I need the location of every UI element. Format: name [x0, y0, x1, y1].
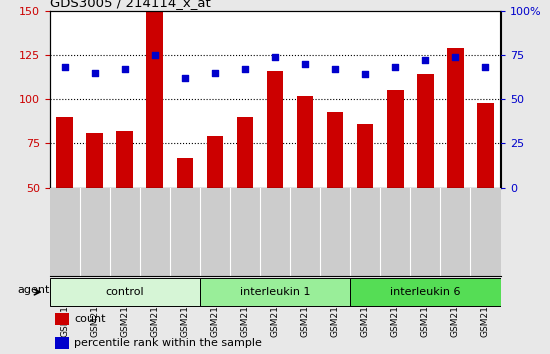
Point — [150, 52, 159, 58]
Bar — [477, 103, 494, 188]
Bar — [146, 11, 163, 188]
Bar — [56, 117, 73, 188]
Text: count: count — [74, 314, 106, 324]
Point — [271, 54, 279, 59]
Point — [451, 54, 460, 59]
Bar — [55, 337, 69, 349]
Bar — [417, 74, 433, 188]
Text: agent: agent — [18, 285, 50, 296]
Bar — [55, 313, 69, 325]
Bar — [327, 112, 343, 188]
Bar — [207, 136, 223, 188]
Point — [361, 72, 370, 77]
Point — [180, 75, 189, 81]
Bar — [357, 124, 373, 188]
Bar — [297, 96, 313, 188]
Bar — [350, 278, 500, 306]
Point — [301, 61, 310, 67]
Point — [90, 70, 99, 75]
Point — [240, 66, 249, 72]
Bar — [447, 48, 464, 188]
Point — [120, 66, 129, 72]
Point — [481, 64, 490, 70]
Point — [391, 64, 400, 70]
Text: control: control — [106, 287, 144, 297]
Bar — [86, 133, 103, 188]
Text: interleukin 6: interleukin 6 — [390, 287, 460, 297]
Bar — [200, 278, 350, 306]
Bar — [50, 278, 200, 306]
Bar — [117, 131, 133, 188]
Bar — [387, 90, 404, 188]
Text: interleukin 1: interleukin 1 — [240, 287, 310, 297]
Text: GDS3005 / 214114_x_at: GDS3005 / 214114_x_at — [50, 0, 210, 10]
Point — [211, 70, 219, 75]
Text: percentile rank within the sample: percentile rank within the sample — [74, 338, 262, 348]
Bar — [236, 117, 253, 188]
Point — [60, 64, 69, 70]
Bar — [267, 71, 283, 188]
Point — [331, 66, 339, 72]
Bar — [177, 158, 193, 188]
Point — [421, 57, 430, 63]
